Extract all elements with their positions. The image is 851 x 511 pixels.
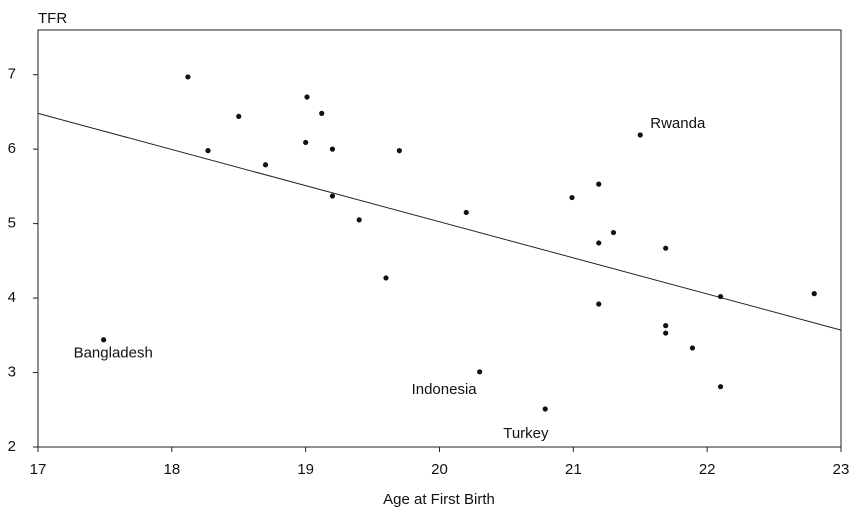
- point: [262, 162, 269, 168]
- x-tick-label: 21: [565, 461, 582, 478]
- point: [329, 146, 336, 152]
- point: [303, 139, 309, 146]
- point: [811, 291, 817, 297]
- y-axis-label: TFR: [38, 10, 67, 27]
- x-tick-label: 18: [163, 461, 180, 478]
- y-tick-label: 4: [8, 289, 16, 306]
- point: [329, 193, 336, 199]
- point: [542, 406, 548, 412]
- point: [205, 148, 211, 154]
- y-tick-label: 6: [8, 140, 16, 157]
- point: [100, 337, 107, 343]
- y-tick-label: 5: [8, 215, 16, 232]
- point-label: Rwanda: [650, 115, 706, 132]
- point-label: Bangladesh: [74, 345, 153, 362]
- point: [596, 240, 602, 246]
- trend-line: [37, 112, 842, 331]
- x-tick-label: 17: [30, 461, 47, 478]
- point: [689, 345, 696, 351]
- point: [596, 181, 602, 187]
- point: [610, 229, 617, 236]
- x-tick-label: 20: [431, 461, 448, 478]
- y-tick-label: 7: [8, 66, 16, 83]
- point-label: Turkey: [503, 425, 549, 442]
- point: [463, 209, 469, 216]
- point: [477, 369, 483, 375]
- point: [663, 330, 669, 336]
- point: [304, 94, 310, 100]
- x-tick-label: 19: [297, 461, 314, 478]
- point: [569, 194, 575, 201]
- y-tick-label: 2: [8, 438, 16, 455]
- point: [637, 132, 643, 138]
- point-label: Indonesia: [412, 381, 478, 398]
- point: [663, 323, 669, 329]
- point: [717, 293, 724, 300]
- point: [396, 148, 402, 154]
- x-tick-label: 22: [699, 461, 716, 478]
- point: [356, 217, 362, 223]
- point: [596, 301, 602, 307]
- x-axis-label: Age at First Birth: [383, 491, 495, 508]
- x-tick-label: 23: [833, 461, 850, 478]
- point: [717, 384, 724, 390]
- point: [383, 275, 389, 281]
- point: [236, 113, 242, 119]
- point: [185, 74, 191, 80]
- y-tick-label: 3: [8, 364, 16, 381]
- point: [663, 245, 669, 251]
- point: [319, 110, 325, 116]
